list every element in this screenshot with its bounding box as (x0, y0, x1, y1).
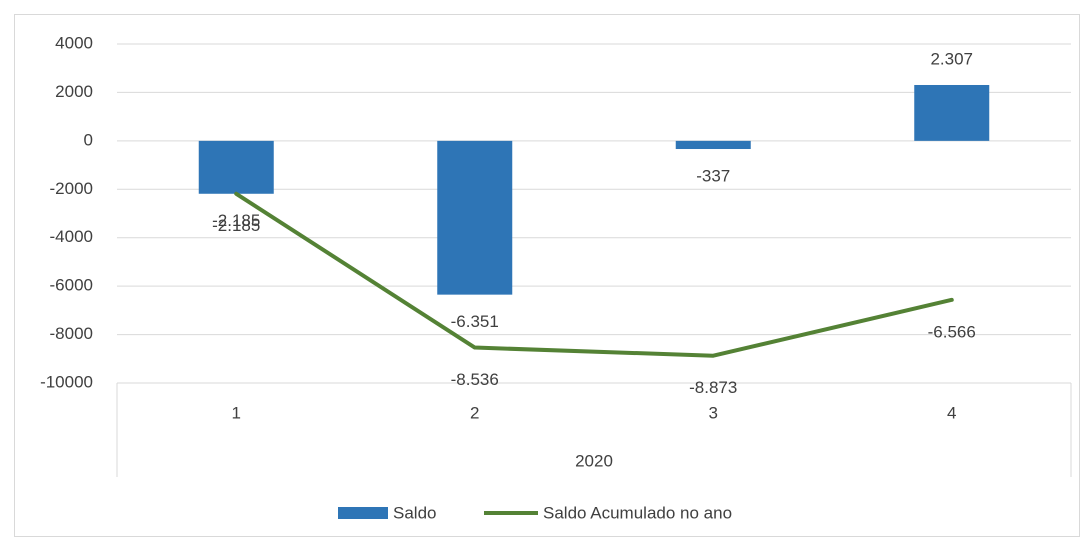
legend-label: Saldo Acumulado no ano (543, 503, 732, 522)
y-tick-label: 2000 (55, 82, 93, 101)
x-tick-label: 2 (470, 403, 479, 422)
x-tick-label: 4 (947, 403, 956, 422)
bar (198, 140, 274, 194)
x-tick-label: 3 (709, 403, 718, 422)
data-label: -2.185 (212, 216, 260, 235)
bar (914, 84, 990, 141)
data-label: -6.351 (451, 312, 499, 331)
data-label: -337 (696, 167, 730, 186)
y-tick-label: -4000 (50, 227, 93, 246)
data-label: 2.307 (930, 49, 973, 68)
legend-swatch (338, 507, 388, 519)
y-tick-label: -2000 (50, 179, 93, 198)
data-label: -8.873 (689, 378, 737, 397)
data-label: -8.536 (451, 370, 499, 389)
y-tick-label: -8000 (50, 324, 93, 343)
bar (437, 140, 513, 295)
data-label: -2.185 (212, 211, 260, 230)
y-tick-label: 0 (84, 130, 93, 149)
y-tick-label: -6000 (50, 276, 93, 295)
bar (675, 140, 751, 150)
y-tick-label: 4000 (55, 33, 93, 52)
group-label: 2020 (575, 451, 613, 470)
data-label: -6.566 (928, 322, 976, 341)
line (234, 191, 954, 358)
legend-label: Saldo (393, 503, 436, 522)
chart-border (14, 14, 1080, 537)
x-tick-label: 1 (232, 403, 241, 422)
y-tick-label: -10000 (40, 372, 93, 391)
